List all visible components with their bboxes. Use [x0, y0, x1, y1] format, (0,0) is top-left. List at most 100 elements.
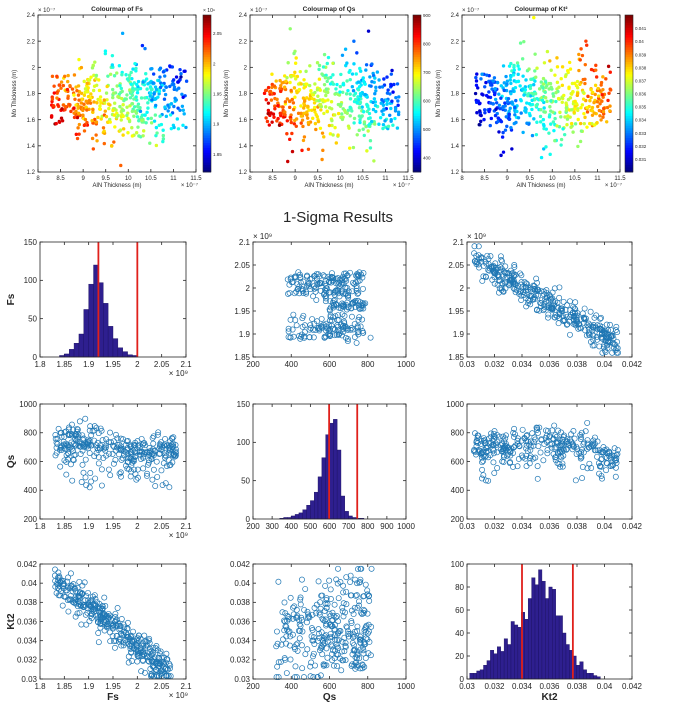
colorbar-swatch [413, 27, 421, 31]
y-tick-label: 1.6 [451, 118, 460, 124]
data-point [605, 105, 610, 110]
data-point [364, 63, 369, 67]
data-point [601, 447, 608, 454]
data-point [610, 341, 617, 348]
data-point [327, 289, 333, 296]
data-point [79, 91, 84, 95]
data-point [537, 87, 542, 91]
data-point [65, 449, 71, 456]
data-point [488, 107, 492, 112]
data-point [274, 663, 281, 670]
data-point [594, 63, 598, 68]
x-tick-label: 2.05 [154, 522, 170, 531]
data-point [115, 84, 119, 88]
data-point [474, 79, 479, 83]
x-tick-label: 200 [246, 522, 260, 531]
colorbar-swatch [203, 154, 211, 158]
data-point [121, 127, 126, 131]
y-tick-label: 0.032 [230, 656, 251, 665]
data-point [606, 98, 610, 103]
x-tick-label: 1.85 [57, 360, 73, 369]
y-tick-label: 1.2 [239, 170, 248, 176]
data-point [541, 441, 548, 448]
data-point [567, 298, 573, 305]
data-point [519, 111, 523, 115]
data-point [292, 86, 297, 90]
data-point [125, 113, 129, 118]
data-point [334, 613, 340, 620]
data-point [143, 113, 147, 117]
data-point [594, 68, 598, 72]
data-point [114, 444, 121, 451]
data-point [350, 299, 357, 306]
data-point [347, 592, 354, 599]
data-point [103, 109, 107, 113]
data-point [325, 61, 329, 66]
data-point [266, 101, 271, 105]
data-point [310, 93, 315, 97]
data-point [114, 435, 121, 442]
data-point [132, 105, 137, 109]
data-point [484, 93, 489, 98]
data-point [578, 58, 582, 62]
data-point [160, 460, 167, 467]
data-point [357, 665, 364, 672]
data-point [535, 429, 541, 436]
data-point [267, 123, 272, 127]
x-tick-label: 0.032 [484, 682, 505, 691]
data-point [314, 674, 321, 681]
data-point [598, 114, 602, 118]
data-point [319, 592, 326, 599]
colorbar-swatch [413, 91, 421, 94]
data-point [310, 653, 316, 660]
data-point [137, 635, 144, 642]
colorbar-swatch [203, 167, 211, 170]
data-point [144, 121, 148, 125]
data-point [135, 108, 140, 112]
data-point [106, 450, 113, 457]
data-point [166, 484, 173, 491]
data-point [84, 438, 91, 445]
data-point [355, 101, 359, 105]
data-point [114, 441, 121, 448]
data-point [590, 324, 597, 331]
data-point [476, 264, 482, 271]
data-point [366, 29, 371, 33]
data-point [561, 127, 565, 131]
data-point [275, 674, 282, 681]
data-point [352, 592, 359, 599]
data-point [140, 453, 147, 460]
x-tick-label: 1.8 [34, 360, 46, 369]
data-point [290, 311, 297, 318]
data-point [112, 140, 116, 144]
data-point [120, 436, 127, 443]
data-point [370, 62, 374, 66]
data-point [88, 615, 95, 621]
data-point [107, 472, 114, 479]
data-point [294, 647, 301, 654]
data-point [495, 80, 500, 85]
data-point [163, 105, 167, 109]
data-point [137, 134, 141, 138]
data-point [162, 666, 169, 673]
x-tick-label: 0.03 [459, 682, 475, 691]
data-point [120, 621, 127, 628]
data-point [523, 438, 530, 445]
data-point [288, 137, 292, 142]
data-point [556, 294, 563, 301]
colorbar-swatch [413, 46, 421, 50]
colorbar-swatch [413, 41, 421, 45]
data-point [279, 609, 286, 616]
data-point [128, 462, 135, 469]
data-point [517, 270, 524, 277]
data-point [299, 111, 303, 115]
data-point [302, 135, 307, 139]
data-point [323, 76, 328, 80]
data-point [95, 101, 99, 105]
data-point [334, 87, 338, 91]
colorbar-swatch [625, 100, 633, 104]
data-point [105, 466, 112, 473]
data-point [107, 638, 114, 645]
data-point [67, 461, 74, 468]
x-tick-label: 8.5 [480, 176, 489, 182]
